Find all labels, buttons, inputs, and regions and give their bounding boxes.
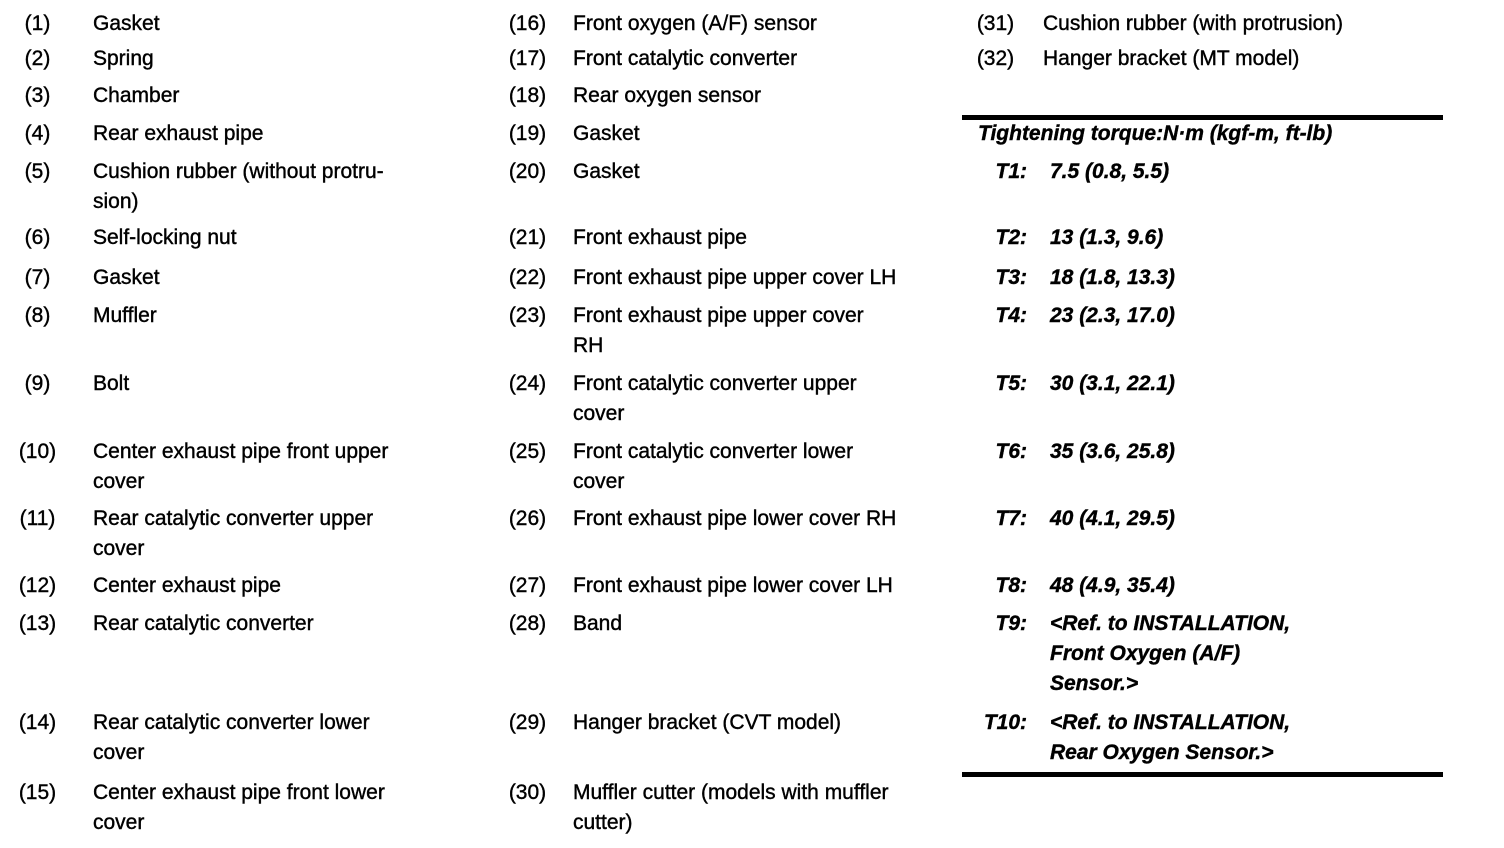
part-number-28: (28) [508,612,547,635]
part-label-28: Band [573,612,623,635]
part-number-4: (4) [24,122,51,145]
part-number-17: (17) [508,47,547,70]
part-number-2: (2) [24,47,51,70]
torque-label-t5: T5: [995,372,1027,395]
torque-label-t6: T6: [995,440,1027,463]
part-label-12: Center exhaust pipe [93,574,281,597]
torque-table-bottom-rule [962,772,1443,777]
part-number-5: (5) [24,160,51,183]
part-number-18: (18) [508,84,547,107]
part-number-26: (26) [508,507,547,530]
part-label-5: Cushion rubber (without protru- sion) [93,160,384,213]
torque-value-t4: 23 (2.3, 17.0) [1050,304,1175,327]
torque-label-t2: T2: [995,226,1027,249]
torque-label-t10: T10: [983,711,1028,734]
torque-entry-t5: T5: 30 (3.1, 22.1) [968,369,1484,437]
torque-value-t1: 7.5 (0.8, 5.5) [1050,160,1170,183]
parts-legend: (1) Gasket (16) Front oxygen (A/F) senso… [10,9,1484,839]
torque-entry-t7: T7: 40 (4.1, 29.5) [968,504,1484,571]
torque-label-t9: T9: [995,612,1027,635]
part-label-24: Front catalytic converter upper cover [573,372,857,425]
torque-table-top-rule [962,115,1443,120]
part-number-7: (7) [24,266,51,289]
torque-entry-t8: T8: 48 (4.9, 35.4) [968,571,1484,609]
part-label-11: Rear catalytic converter upper cover [93,507,374,560]
part-number-20: (20) [508,160,547,183]
part-number-16: (16) [508,12,547,35]
torque-entry-t6: T6: 35 (3.6, 25.8) [968,437,1484,504]
part-number-13: (13) [18,612,57,635]
torque-label-t8: T8: [995,574,1027,597]
torque-label-t3: T3: [995,266,1027,289]
part-label-21: Front exhaust pipe [573,226,747,249]
part-label-20: Gasket [573,160,640,183]
part-label-8: Muffler [93,304,157,327]
part-number-6: (6) [24,226,51,249]
part-number-32: (32) [976,47,1015,70]
part-number-24: (24) [508,372,547,395]
torque-entry-t3: T3: 18 (1.8, 13.3) [968,263,1484,301]
torque-entry-t1: T1: 7.5 (0.8, 5.5) [968,157,1484,223]
torque-entry-t9: T9: <Ref. to INSTALLATION, Front Oxygen … [968,609,1484,708]
torque-value-t3: 18 (1.8, 13.3) [1050,266,1175,289]
part-number-3: (3) [24,84,51,107]
part-label-25: Front catalytic converter lower cover [573,440,854,493]
torque-label-t7: T7: [995,507,1027,530]
part-label-9: Bolt [93,372,130,395]
part-number-19: (19) [508,122,547,145]
part-number-9: (9) [24,372,51,395]
part-label-10: Center exhaust pipe front upper cover [93,440,389,493]
part-label-27: Front exhaust pipe lower cover LH [573,574,893,597]
part-label-3: Chamber [93,84,180,107]
torque-value-t6: 35 (3.6, 25.8) [1050,440,1175,463]
part-label-31: Cushion rubber (with protrusion) [1043,12,1343,35]
torque-table-title: Tightening torque:N·m (kgf-m, ft-lb) [978,122,1333,145]
torque-value-t10: <Ref. to INSTALLATION, Rear Oxygen Senso… [1050,711,1291,764]
torque-entry-t2: T2: 13 (1.3, 9.6) [968,223,1484,263]
torque-entry-t4: T4: 23 (2.3, 17.0) [968,301,1484,369]
part-label-19: Gasket [573,122,640,145]
torque-label-t1: T1: [995,160,1027,183]
torque-entry-t10: T10: <Ref. to INSTALLATION, Rear Oxygen … [968,708,1484,778]
part-label-6: Self-locking nut [93,226,237,249]
part-number-15: (15) [18,781,57,804]
part-number-8: (8) [24,304,51,327]
part-label-32: Hanger bracket (MT model) [1043,47,1300,70]
part-label-18: Rear oxygen sensor [573,84,761,107]
torque-label-t4: T4: [995,304,1027,327]
part-label-1: Gasket [93,12,160,35]
part-number-30: (30) [508,781,547,804]
part-label-22: Front exhaust pipe upper cover LH [573,266,897,289]
part-number-29: (29) [508,711,547,734]
part-number-14: (14) [18,711,57,734]
part-number-25: (25) [508,440,547,463]
part-number-31: (31) [976,12,1015,35]
part-label-7: Gasket [93,266,160,289]
part-label-4: Rear exhaust pipe [93,122,264,145]
torque-value-t2: 13 (1.3, 9.6) [1050,226,1164,249]
part-label-16: Front oxygen (A/F) sensor [573,12,817,35]
torque-value-t7: 40 (4.1, 29.5) [1050,507,1175,530]
part-label-14: Rear catalytic converter lower cover [93,711,370,764]
part-number-27: (27) [508,574,547,597]
part-label-17: Front catalytic converter [573,47,798,70]
part-label-15: Center exhaust pipe front lower cover [93,781,385,834]
part-number-10: (10) [18,440,57,463]
part-label-23: Front exhaust pipe upper cover RH [573,304,864,357]
part-label-2: Spring [93,47,154,70]
part-number-11: (11) [19,507,56,530]
part-label-29: Hanger bracket (CVT model) [573,711,842,734]
part-number-22: (22) [508,266,547,289]
torque-value-t5: 30 (3.1, 22.1) [1050,372,1175,395]
torque-value-t9: <Ref. to INSTALLATION, Front Oxygen (A/F… [1050,612,1291,695]
part-number-1: (1) [24,12,51,35]
part-label-30: Muffler cutter (models with muffler cutt… [573,781,889,834]
part-label-26: Front exhaust pipe lower cover RH [573,507,897,530]
part-number-21: (21) [508,226,547,249]
torque-value-t8: 48 (4.9, 35.4) [1050,574,1175,597]
part-number-12: (12) [18,574,57,597]
part-number-23: (23) [508,304,547,327]
part-label-13: Rear catalytic converter [93,612,314,635]
